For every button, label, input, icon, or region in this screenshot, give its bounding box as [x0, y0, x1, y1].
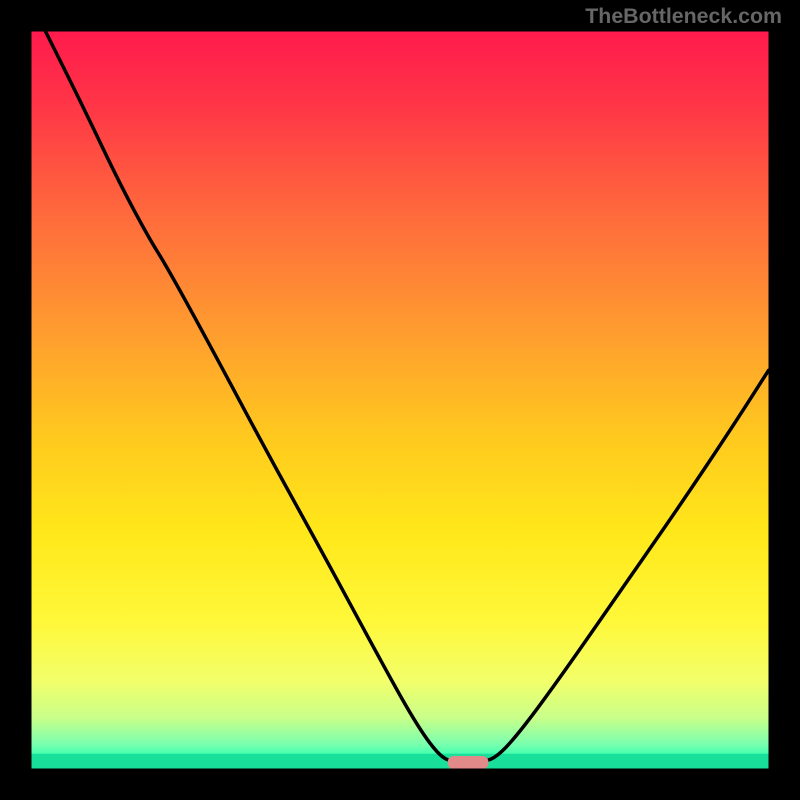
watermark-text: TheBottleneck.com	[585, 4, 782, 29]
bottleneck-chart	[0, 0, 800, 800]
optimal-marker	[448, 756, 489, 769]
gradient-background	[30, 30, 770, 770]
bottom-green-band	[30, 754, 770, 770]
